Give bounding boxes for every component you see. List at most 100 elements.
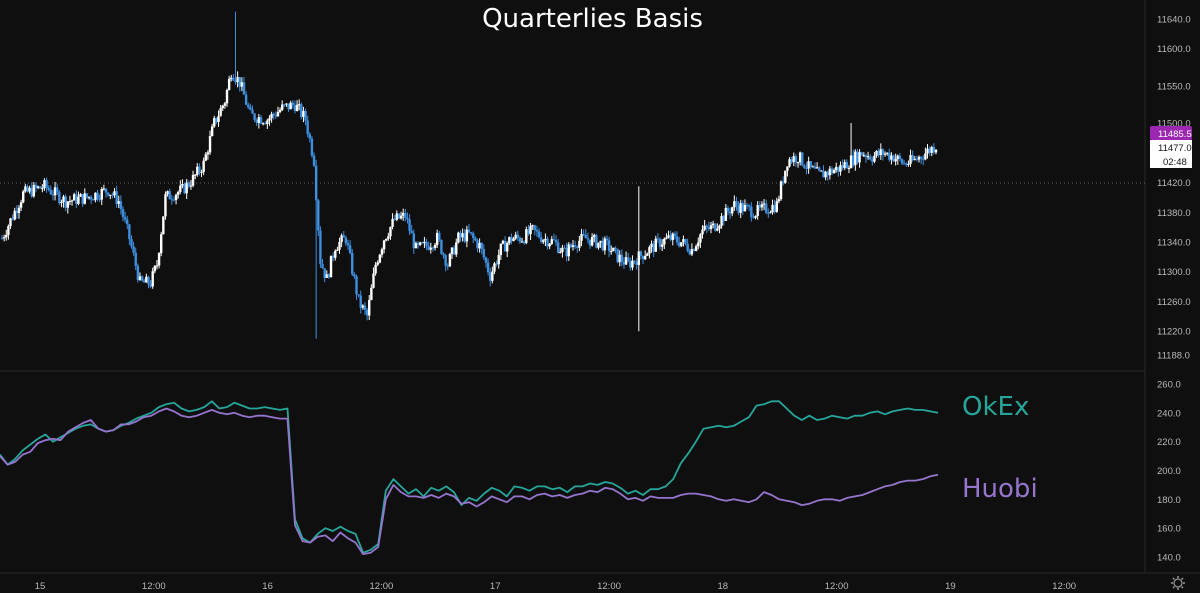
candle-body bbox=[469, 232, 473, 234]
candle-body bbox=[387, 236, 390, 239]
candle-body bbox=[639, 251, 643, 256]
candle-body bbox=[66, 201, 70, 208]
candle-body bbox=[26, 186, 29, 192]
candle-body bbox=[656, 238, 660, 240]
candle-body bbox=[389, 227, 392, 237]
candle-body bbox=[418, 242, 422, 245]
price-label-2: 11477.0 bbox=[1158, 143, 1192, 154]
candle-body bbox=[905, 163, 908, 165]
candle-body bbox=[756, 205, 759, 217]
candle-body bbox=[605, 238, 609, 241]
candle-body bbox=[527, 229, 530, 235]
candle-body bbox=[147, 276, 150, 285]
time-axis[interactable]: 15 12:00 16 12:00 17 12:00 18 12:00 19 12:00 bbox=[35, 581, 1076, 592]
candle-body bbox=[414, 242, 418, 249]
candle-body bbox=[327, 274, 331, 278]
candle-body bbox=[843, 162, 846, 169]
candle-body bbox=[289, 102, 292, 110]
basis-tick-label: 160.0 bbox=[1157, 524, 1181, 535]
time-tick-label: 16 bbox=[262, 581, 273, 592]
price-axis[interactable]: 11640.0 11600.0 11550.0 11500.0 11420.0 11380… bbox=[1150, 15, 1192, 362]
candle-body bbox=[894, 159, 897, 162]
candle-body bbox=[818, 167, 821, 171]
candle-body bbox=[455, 242, 458, 255]
candle-body bbox=[875, 150, 878, 156]
candle-body bbox=[798, 152, 802, 163]
candle-body bbox=[30, 187, 33, 197]
candle-body bbox=[807, 161, 810, 169]
candle-body bbox=[11, 218, 14, 220]
candle-body bbox=[758, 205, 762, 208]
candle-body bbox=[877, 150, 880, 156]
candle-body bbox=[259, 117, 263, 124]
candle-body bbox=[614, 247, 617, 249]
candle-body bbox=[395, 213, 399, 220]
candle-body bbox=[654, 238, 657, 252]
price-tick-label: 11260.0 bbox=[1157, 297, 1191, 308]
candle-body bbox=[822, 170, 825, 178]
gear-icon[interactable] bbox=[1171, 576, 1185, 590]
candle-body bbox=[902, 163, 906, 165]
candle-body bbox=[378, 254, 382, 263]
candle-body bbox=[134, 252, 137, 266]
candle-body bbox=[622, 261, 626, 265]
candle-body bbox=[624, 257, 628, 265]
candle-body bbox=[616, 248, 619, 263]
candle-body bbox=[41, 188, 44, 190]
candle-body bbox=[601, 240, 604, 251]
candle-body bbox=[716, 228, 719, 231]
candle-body bbox=[92, 199, 95, 201]
candle-body bbox=[474, 237, 477, 241]
candle-body bbox=[586, 238, 590, 240]
candle-body bbox=[166, 191, 169, 195]
candle-body bbox=[70, 200, 74, 202]
candle-body bbox=[495, 263, 498, 265]
candle-body bbox=[264, 123, 267, 125]
candle-body bbox=[888, 152, 891, 160]
candle-body bbox=[849, 155, 853, 169]
candle-body bbox=[569, 244, 573, 248]
candle-body bbox=[342, 235, 345, 238]
candle-body bbox=[573, 245, 577, 247]
candle-body bbox=[132, 246, 135, 253]
candle-body bbox=[433, 244, 437, 248]
candle-body bbox=[53, 187, 57, 196]
candle-body bbox=[416, 242, 420, 245]
candle-body bbox=[909, 155, 912, 164]
candle-body bbox=[773, 204, 776, 212]
candle-body bbox=[637, 251, 641, 265]
candle-body bbox=[603, 238, 607, 251]
candle-body bbox=[128, 224, 131, 240]
candle-body bbox=[478, 242, 481, 249]
candle-body bbox=[516, 234, 520, 238]
candle-body bbox=[47, 187, 50, 190]
candle-body bbox=[236, 77, 239, 83]
candle-body bbox=[39, 186, 42, 189]
candle-body bbox=[193, 174, 197, 176]
candle-body bbox=[635, 261, 638, 265]
basis-tick-label: 200.0 bbox=[1157, 466, 1181, 477]
candle-body bbox=[351, 253, 354, 275]
candle-body bbox=[801, 152, 804, 166]
candle-body bbox=[217, 116, 220, 123]
candle-body bbox=[735, 201, 738, 206]
basis-axis[interactable]: 260.0 240.0 220.0 200.0 180.0 160.0 140.0 bbox=[1157, 380, 1181, 564]
time-tick-label: 12:00 bbox=[825, 581, 849, 592]
candle-body bbox=[344, 237, 348, 244]
price-tick-label: 11188.0 bbox=[1157, 351, 1190, 362]
candle-body bbox=[684, 239, 687, 244]
candle-body bbox=[404, 212, 407, 218]
candle-body bbox=[815, 167, 819, 169]
candle-body bbox=[501, 240, 505, 244]
candle-body bbox=[242, 82, 246, 95]
candle-body bbox=[115, 191, 118, 204]
candle-body bbox=[113, 191, 116, 196]
candle-body bbox=[930, 147, 933, 153]
candle-body bbox=[370, 287, 373, 300]
candle-body bbox=[714, 223, 717, 231]
candle-body bbox=[514, 234, 517, 239]
candle-body bbox=[189, 185, 193, 187]
candle-body bbox=[442, 253, 445, 256]
